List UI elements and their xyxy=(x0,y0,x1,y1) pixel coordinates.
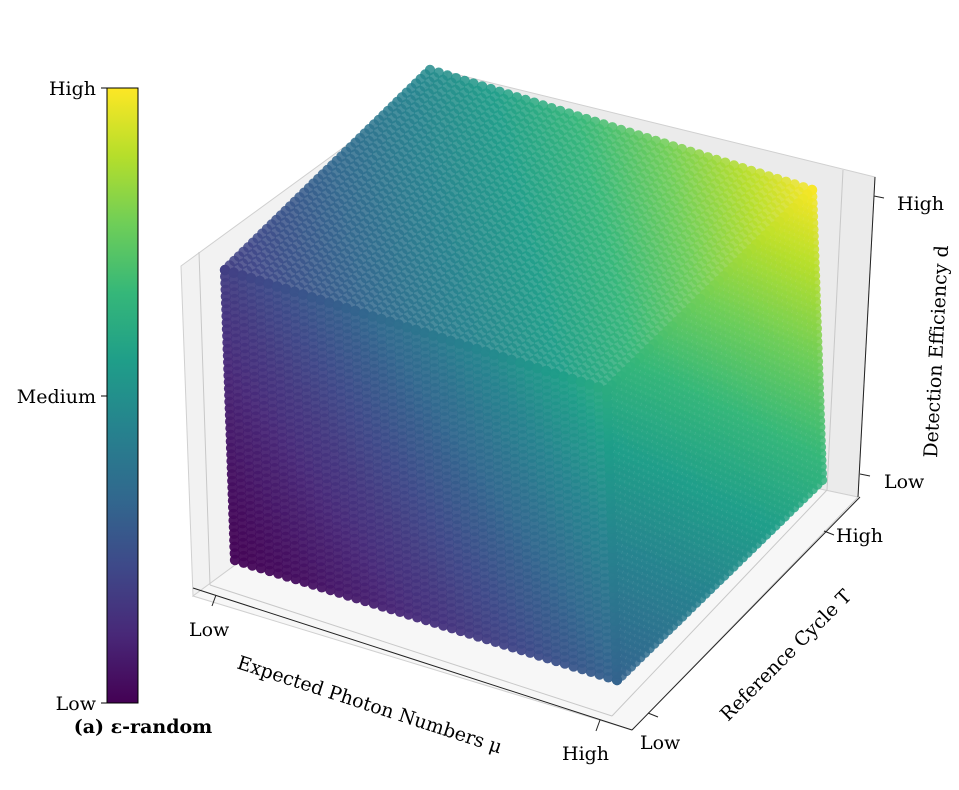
grid-line xyxy=(198,251,211,586)
scatter-points xyxy=(219,64,828,686)
grid-line xyxy=(611,489,828,717)
grid-line xyxy=(209,584,613,717)
grid-line xyxy=(826,169,844,491)
